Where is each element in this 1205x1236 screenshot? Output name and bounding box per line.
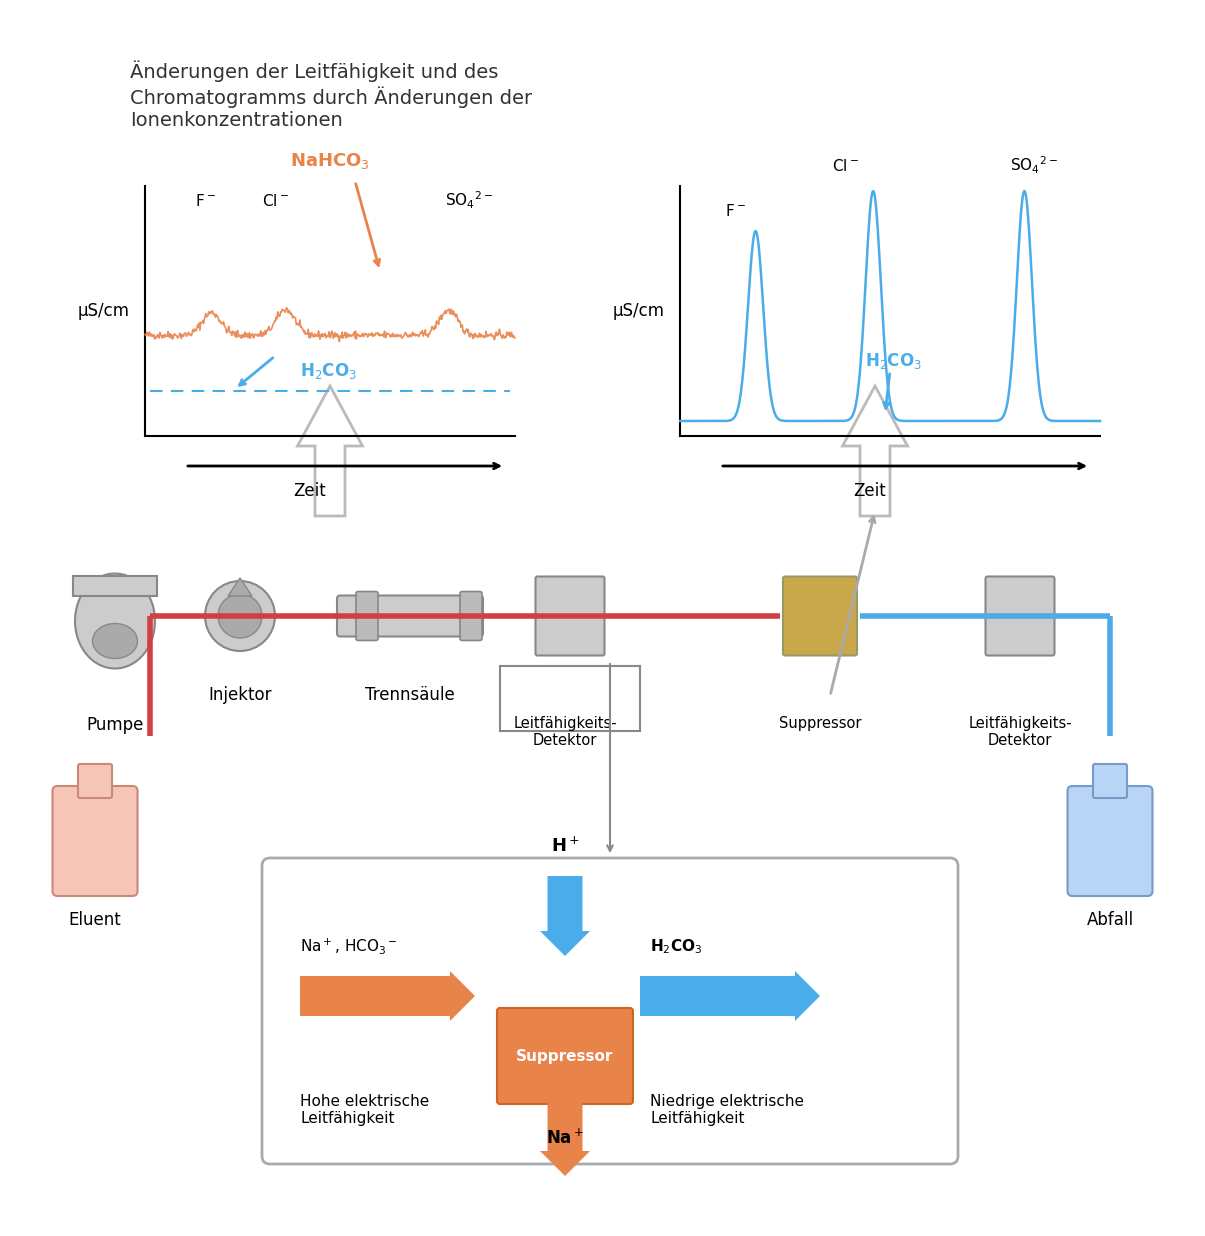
Text: NaHCO$_3$: NaHCO$_3$	[290, 151, 370, 171]
FancyBboxPatch shape	[986, 576, 1054, 655]
Polygon shape	[228, 578, 252, 596]
FancyBboxPatch shape	[1068, 786, 1152, 896]
Text: Na$^+$: Na$^+$	[546, 1128, 584, 1148]
FancyArrow shape	[540, 876, 590, 955]
Text: F$^-$: F$^-$	[194, 193, 216, 209]
FancyBboxPatch shape	[783, 576, 857, 655]
Text: Cl$^-$: Cl$^-$	[261, 193, 288, 209]
FancyBboxPatch shape	[355, 592, 378, 640]
Text: H$_2$CO$_3$: H$_2$CO$_3$	[300, 361, 357, 381]
Text: Niedrige elektrische
Leitfähigkeit: Niedrige elektrische Leitfähigkeit	[649, 1094, 804, 1126]
Text: Zeit: Zeit	[294, 482, 327, 501]
Text: Abfall: Abfall	[1087, 911, 1134, 929]
FancyArrow shape	[300, 971, 475, 1021]
FancyArrow shape	[640, 971, 819, 1021]
Text: µS/cm: µS/cm	[613, 302, 665, 320]
Ellipse shape	[93, 623, 137, 659]
Polygon shape	[842, 386, 907, 515]
Text: Leitfähigkeits-
Detektor: Leitfähigkeits- Detektor	[513, 716, 617, 749]
Polygon shape	[74, 576, 157, 596]
Text: H$_2$CO$_3$: H$_2$CO$_3$	[865, 351, 922, 371]
Text: Hohe elektrische
Leitfähigkeit: Hohe elektrische Leitfähigkeit	[300, 1094, 429, 1126]
FancyArrow shape	[540, 1101, 590, 1175]
Circle shape	[218, 595, 261, 638]
FancyBboxPatch shape	[496, 1009, 633, 1104]
Text: F$^-$: F$^-$	[724, 203, 746, 219]
Text: Eluent: Eluent	[69, 911, 122, 929]
Text: H$^+$: H$^+$	[551, 837, 580, 857]
FancyBboxPatch shape	[535, 576, 605, 655]
Text: Zeit: Zeit	[853, 482, 887, 501]
FancyBboxPatch shape	[337, 596, 483, 637]
Ellipse shape	[75, 574, 155, 669]
FancyBboxPatch shape	[261, 858, 958, 1164]
FancyBboxPatch shape	[460, 592, 482, 640]
Text: Suppressor: Suppressor	[778, 716, 862, 730]
Text: Änderungen der Leitfähigkeit und des
Chromatogramms durch Änderungen der
Ionenko: Änderungen der Leitfähigkeit und des Chr…	[130, 61, 533, 130]
Text: Na$^+$, HCO$_3$$^-$: Na$^+$, HCO$_3$$^-$	[300, 936, 398, 955]
Text: H$_2$CO$_3$: H$_2$CO$_3$	[649, 937, 703, 955]
FancyBboxPatch shape	[78, 764, 112, 798]
Text: Injektor: Injektor	[208, 686, 272, 705]
Polygon shape	[298, 386, 363, 515]
Text: SO$_4$$^{2-}$: SO$_4$$^{2-}$	[1010, 154, 1058, 176]
Text: SO$_4$$^{2-}$: SO$_4$$^{2-}$	[445, 189, 493, 210]
Text: Leitfähigkeits-
Detektor: Leitfähigkeits- Detektor	[968, 716, 1071, 749]
Text: Suppressor: Suppressor	[516, 1048, 613, 1063]
FancyBboxPatch shape	[53, 786, 137, 896]
Text: Cl$^-$: Cl$^-$	[831, 158, 858, 174]
FancyBboxPatch shape	[1093, 764, 1127, 798]
Circle shape	[205, 581, 275, 651]
Text: µS/cm: µS/cm	[78, 302, 130, 320]
Text: Pumpe: Pumpe	[87, 716, 143, 734]
Text: Trennsäule: Trennsäule	[365, 686, 454, 705]
